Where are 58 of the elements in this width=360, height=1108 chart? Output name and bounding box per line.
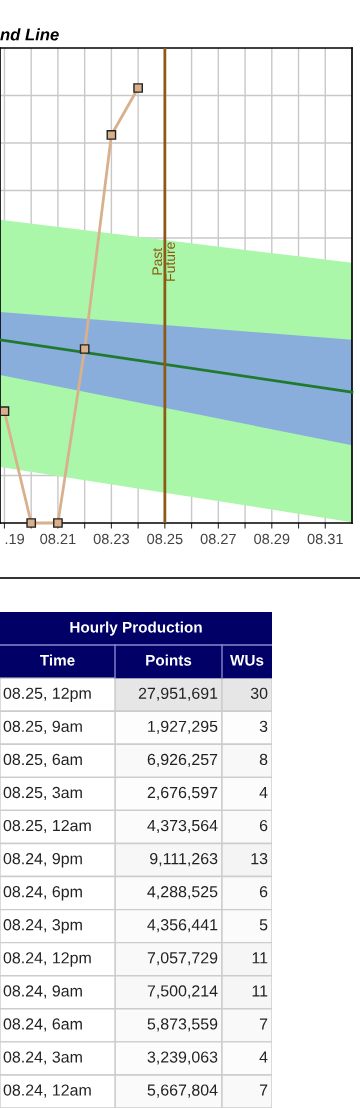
y-tick-label: 08.24, 9am [3,985,82,999]
data-label: 5,873,559 [147,1018,218,1032]
x-tick-label: 08.21 [40,533,76,545]
data-label: 2,676,597 [147,786,218,801]
data-label: 4,356,441 [147,919,218,933]
data-label: 6,926,257 [147,753,218,767]
data-label: 3 [259,720,268,733]
data-label: 4,288,525 [147,886,218,900]
data-label: 11 [252,985,268,997]
data-label: 1,927,295 [148,720,218,734]
y-axis-title: Time [39,654,75,666]
x-tick-label: 08.25 [147,533,183,545]
point [79,344,90,354]
y-tick-label: 08.24, 9pm [3,852,82,868]
point [133,83,143,93]
data-label: 9,111,263 [150,852,218,867]
x-tick-label: WUs [230,655,264,666]
y-tick-label: 08.24, 6am [3,1018,82,1032]
y-tick-label: 08.25, 9am [3,720,82,734]
data-label: 6 [259,819,268,832]
data-label: 4,373,564 [147,819,218,834]
y-tick-label: 08.24, 12am [3,1084,91,1098]
data-label: 30 [250,687,268,699]
chart-title: nd Line [0,28,59,41]
data-label: 13 [251,852,268,865]
y-tick-label: 08.24, 3am [3,1051,82,1065]
data-label: 5 [259,919,268,931]
y-tick-label: 08.25, 3am [3,786,82,801]
data-label: 5,667,804 [147,1084,218,1098]
y-tick-label: 08.25, 6am [3,753,82,767]
data-label: 6 [259,886,268,898]
data-label: 3,239,063 [147,1051,218,1065]
x-tick-label: .19 [5,533,25,545]
data-label: 7,057,729 [147,952,218,966]
data-label: 7 [259,1018,268,1030]
data-label: 27,951,691 [138,687,218,701]
y-tick-label: 08.24, 6pm [3,886,82,901]
x-tick-label: 08.23 [93,533,129,545]
chart-title: Hourly Production [70,621,202,636]
point [26,518,37,528]
point [0,406,10,417]
ref-line-label: Past Future [152,242,176,281]
data-label: 11 [252,952,268,964]
y-tick-label: 08.25, 12pm [3,687,91,703]
y-tick-label: 08.25, 12am [3,819,91,834]
x-tick-label: Points [146,654,192,666]
x-tick-label: 08.31 [307,533,343,545]
data-label: 7 [259,1084,268,1096]
data-label: 7,500,214 [147,985,218,999]
data-label: 4 [259,787,268,798]
data-label: 8 [259,753,268,766]
x-tick-label: 08.27 [200,533,236,545]
x-tick-label: 08.29 [254,533,290,545]
data-label: 4 [259,1051,268,1063]
point [106,130,117,140]
point [53,518,63,528]
y-tick-label: 08.24, 12pm [3,952,91,967]
y-tick-label: 08.24, 3pm [3,919,82,934]
